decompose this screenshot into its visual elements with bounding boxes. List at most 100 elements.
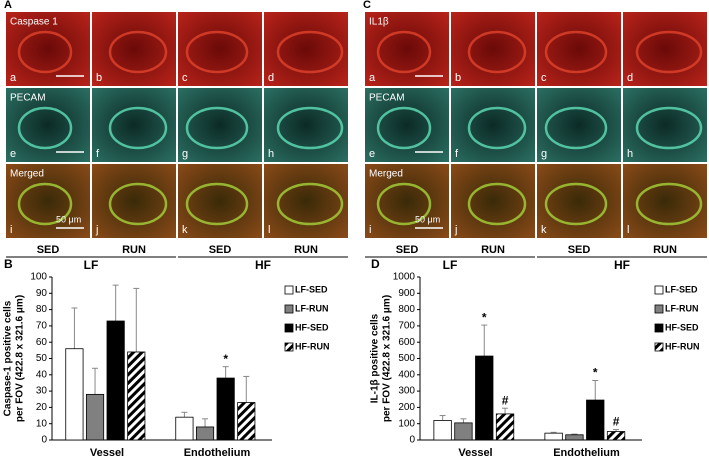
- micrograph: [537, 164, 621, 238]
- legend-swatch: [654, 285, 664, 295]
- tile-letter: j: [95, 224, 98, 236]
- group-label: HF: [255, 258, 271, 272]
- stain-label: Caspase 1: [10, 17, 58, 28]
- condition-label: SED: [396, 244, 419, 256]
- vessel-outline: [376, 182, 432, 226]
- micrograph: [92, 88, 176, 162]
- scale-label: 50 μm: [415, 214, 440, 224]
- tile-letter: k: [182, 224, 188, 236]
- vessel-outline: [635, 30, 703, 74]
- legend-label: LF-RUN: [295, 303, 329, 313]
- vessel-outline: [544, 30, 608, 74]
- bar: [586, 399, 605, 441]
- vessel-outline: [276, 30, 344, 74]
- bar: [454, 422, 473, 441]
- micrograph: [623, 164, 707, 238]
- micrograph: [178, 12, 262, 86]
- vessel-outline: [17, 106, 73, 150]
- y-tick-label: 400: [398, 369, 415, 380]
- significance-marker: *: [482, 310, 487, 324]
- legend-label: HF-RUN: [665, 341, 700, 351]
- y-tick-label: 80: [36, 304, 48, 315]
- y-axis-label: per FOV (422.8 x 321.6 μm): [15, 295, 26, 422]
- tile-letter: b: [96, 72, 102, 84]
- condition-label: SED: [568, 244, 591, 256]
- y-tick-label: 40: [36, 369, 48, 380]
- group-label: HF: [614, 258, 630, 272]
- tile-letter: h: [627, 148, 633, 160]
- bar: [237, 402, 256, 441]
- tile-letter: j: [454, 224, 457, 236]
- micrograph: [178, 164, 262, 238]
- y-tick-label: 60: [36, 337, 48, 348]
- legend-label: HF-RUN: [295, 341, 330, 351]
- y-tick-label: 800: [398, 304, 415, 315]
- vessel-outline: [544, 106, 608, 150]
- panel-letter: D: [371, 257, 380, 271]
- legend-swatch: [284, 285, 294, 295]
- legend-label: HF-SED: [665, 322, 699, 332]
- tile-letter: d: [627, 72, 633, 84]
- vessel-outline: [108, 30, 168, 74]
- y-tick-label: 70: [36, 321, 48, 332]
- y-tick-label: 50: [36, 353, 48, 364]
- bar: [544, 432, 563, 441]
- bar: [175, 416, 194, 441]
- micrograph: [623, 88, 707, 162]
- condition-label: RUN: [481, 244, 505, 256]
- stain-label: Merged: [369, 169, 403, 180]
- panel-letter: B: [4, 257, 13, 271]
- y-tick-label: 0: [409, 435, 415, 446]
- micrograph: [451, 88, 535, 162]
- panel-letter: C: [363, 0, 371, 11]
- x-tick-label: Endothelium: [553, 447, 620, 459]
- vessel-outline: [635, 182, 703, 226]
- y-tick-label: 100: [398, 418, 415, 429]
- panel-letter: A: [4, 0, 12, 11]
- y-tick-label: 200: [398, 402, 415, 413]
- y-axis-label: per FOV (422.8 x 321.6 μm): [382, 295, 393, 422]
- vessel-outline: [467, 106, 527, 150]
- micrograph: [92, 164, 176, 238]
- vessel-outline: [108, 106, 168, 150]
- vessel-outline: [467, 182, 527, 226]
- legend-swatch: [654, 342, 664, 352]
- significance-marker: #: [502, 393, 509, 407]
- scale-label: 50 μm: [56, 214, 81, 224]
- bar: [65, 348, 84, 441]
- vessel-outline: [467, 30, 527, 74]
- bar: [85, 393, 105, 441]
- significance-marker: *: [593, 366, 598, 380]
- legend-label: LF-RUN: [665, 303, 699, 313]
- legend-swatch: [654, 304, 664, 314]
- legend-swatch: [284, 342, 294, 352]
- tile-letter: l: [627, 224, 629, 236]
- condition-label: RUN: [653, 244, 677, 256]
- bar: [106, 320, 125, 441]
- stain-label: PECAM: [10, 93, 46, 104]
- y-tick-label: 1000: [393, 272, 416, 283]
- tile-letter: a: [10, 72, 17, 84]
- micrograph: [264, 164, 348, 238]
- condition-label: RUN: [122, 244, 146, 256]
- stain-label: Merged: [10, 169, 44, 180]
- group-label: LF: [84, 258, 99, 272]
- y-tick-label: 10: [36, 418, 48, 429]
- tile-letter: e: [369, 148, 375, 160]
- tile-letter: i: [369, 224, 371, 236]
- y-tick-label: 500: [398, 353, 415, 364]
- vessel-outline: [635, 106, 703, 150]
- y-axis-label: Caspase-1 positive cells: [3, 300, 14, 416]
- micrograph: [264, 88, 348, 162]
- tile-letter: f: [96, 148, 100, 160]
- y-tick-label: 90: [36, 288, 48, 299]
- stain-label: PECAM: [369, 93, 405, 104]
- condition-label: SED: [37, 244, 60, 256]
- bar: [606, 431, 626, 441]
- x-tick-label: Endothelium: [184, 447, 251, 459]
- vessel-outline: [544, 182, 608, 226]
- bar: [195, 426, 215, 441]
- y-tick-label: 700: [398, 321, 415, 332]
- legend-label: LF-SED: [665, 284, 698, 294]
